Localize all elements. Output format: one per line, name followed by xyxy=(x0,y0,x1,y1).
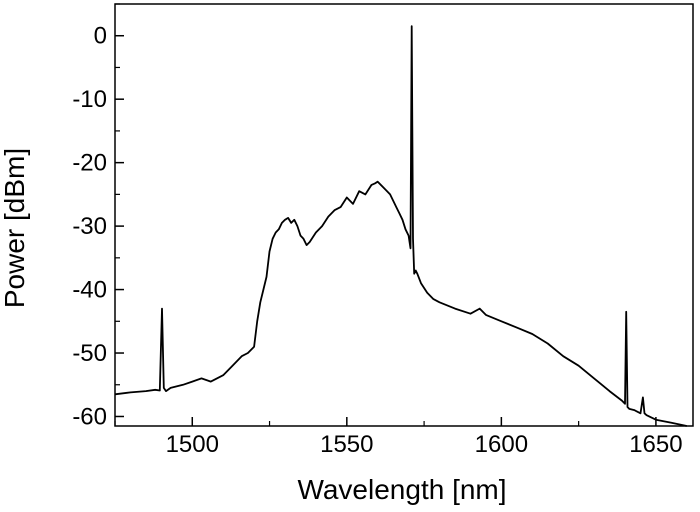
spectrum-line xyxy=(114,25,687,427)
y-tick-label: 0 xyxy=(94,23,107,50)
x-tick-label: 1650 xyxy=(629,431,682,458)
plot-area-frame xyxy=(114,3,694,427)
y-axis-title: Power [dBm] xyxy=(0,148,30,308)
y-tick-label: -40 xyxy=(72,277,107,304)
x-axis-title: Wavelength [nm] xyxy=(297,474,506,505)
x-tick-label: 1500 xyxy=(166,431,219,458)
y-tick-label: -20 xyxy=(72,150,107,177)
y-tick-label: -60 xyxy=(72,403,107,430)
y-tick-label: -30 xyxy=(72,213,107,240)
x-tick-label: 1550 xyxy=(320,431,373,458)
x-tick-label: 1600 xyxy=(475,431,528,458)
y-tick-label: -50 xyxy=(72,340,107,367)
y-tick-label: -10 xyxy=(72,86,107,113)
